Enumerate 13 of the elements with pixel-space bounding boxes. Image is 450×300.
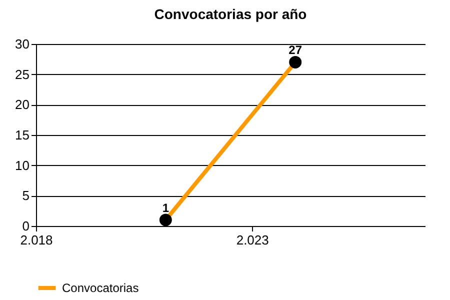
x-tick-label: 2.023: [236, 232, 269, 248]
y-tick-label: 10: [15, 158, 30, 173]
y-tick-label: 15: [15, 128, 30, 142]
y-tick-label: 0: [22, 218, 30, 234]
data-label: 1: [162, 200, 170, 215]
data-label: 27: [288, 43, 302, 58]
y-tick-label: 20: [15, 97, 30, 112]
y-tick-label: 25: [15, 66, 30, 82]
chart-title: Convocatorias por año: [154, 6, 307, 22]
x-tick-label: 2.018: [20, 232, 53, 248]
y-tick-label: 5: [22, 188, 30, 204]
y-tick-label: 30: [15, 36, 30, 52]
legend-label: Convocatorias: [62, 281, 139, 295]
